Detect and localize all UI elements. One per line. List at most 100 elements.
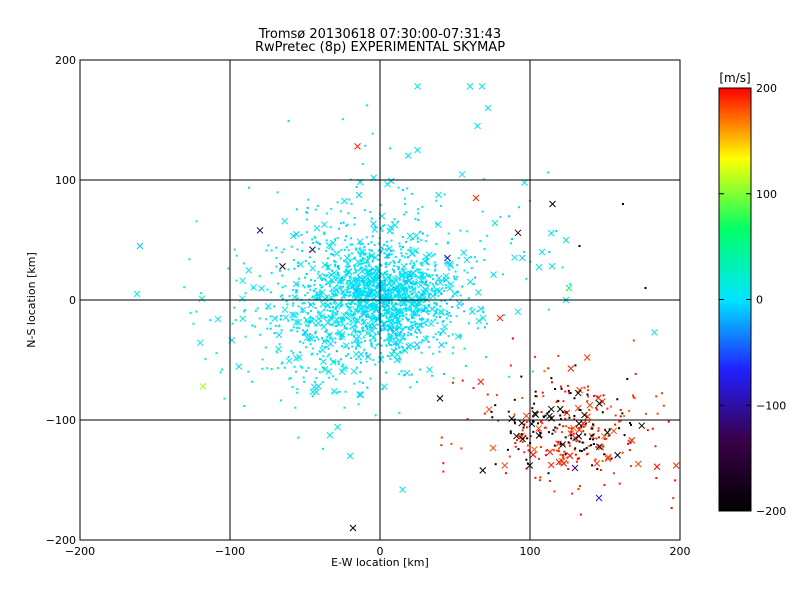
data-point	[425, 272, 428, 275]
data-point	[281, 294, 284, 297]
data-point	[387, 294, 390, 297]
data-point	[209, 319, 212, 322]
data-point	[427, 257, 430, 260]
data-point-cross	[291, 311, 298, 319]
data-point	[298, 277, 301, 280]
data-point	[495, 394, 498, 397]
data-point	[453, 277, 456, 280]
data-point	[366, 310, 369, 313]
data-point	[414, 270, 417, 273]
data-point	[412, 266, 415, 269]
data-point	[410, 285, 413, 288]
data-point	[419, 331, 422, 334]
data-point	[195, 220, 198, 223]
data-point	[416, 251, 419, 254]
data-point	[343, 327, 346, 330]
data-point	[345, 367, 348, 370]
data-point	[644, 287, 647, 289]
data-point	[356, 284, 359, 287]
data-point	[564, 453, 567, 456]
data-point	[375, 344, 378, 347]
data-point	[277, 282, 280, 285]
data-point	[372, 303, 375, 306]
data-point	[314, 236, 317, 239]
data-point	[404, 202, 407, 205]
data-point	[323, 233, 326, 236]
data-point	[374, 363, 377, 366]
data-point	[446, 242, 449, 245]
data-point	[557, 449, 560, 452]
data-point	[389, 279, 392, 282]
data-point	[445, 286, 448, 289]
data-point	[319, 284, 322, 287]
data-point-cross	[333, 316, 340, 324]
data-point	[366, 307, 369, 310]
data-point	[343, 270, 346, 273]
data-point	[405, 280, 408, 283]
data-point	[313, 339, 316, 342]
data-point	[403, 256, 406, 259]
data-point	[426, 234, 429, 237]
data-point-cross	[583, 354, 591, 361]
data-point	[386, 316, 389, 319]
data-point	[583, 386, 586, 389]
data-point	[343, 406, 346, 409]
data-point	[300, 233, 303, 236]
data-point	[435, 316, 438, 319]
data-point	[312, 347, 315, 350]
data-point	[320, 277, 323, 280]
data-point	[346, 322, 349, 325]
data-point	[287, 119, 290, 122]
data-point	[334, 289, 337, 292]
data-point	[370, 305, 373, 308]
data-point-cross	[454, 333, 462, 340]
data-point	[579, 513, 582, 516]
data-point-cross	[474, 122, 481, 130]
data-point	[359, 253, 362, 256]
data-point	[573, 414, 576, 417]
data-point	[382, 309, 385, 312]
data-point-cross	[519, 254, 526, 262]
data-point	[411, 321, 414, 324]
data-point-cross	[293, 230, 300, 238]
data-point	[388, 333, 391, 336]
data-point	[388, 253, 391, 256]
grid-lines	[80, 60, 680, 540]
data-point	[432, 277, 435, 280]
data-point	[573, 438, 576, 441]
data-point-cross	[423, 288, 430, 295]
data-point	[562, 425, 565, 428]
data-point	[329, 310, 332, 313]
data-point	[440, 291, 443, 294]
data-point	[434, 289, 437, 292]
data-point	[427, 340, 430, 343]
data-point	[592, 423, 595, 426]
data-point	[375, 306, 378, 309]
data-point	[377, 332, 380, 335]
data-point	[525, 426, 528, 429]
data-point-cross	[535, 263, 543, 271]
data-point	[426, 275, 429, 278]
data-point	[447, 335, 450, 338]
data-point	[387, 289, 390, 292]
data-point	[621, 412, 624, 415]
data-point	[383, 252, 386, 255]
data-point	[427, 305, 430, 308]
data-point-cross	[326, 431, 334, 439]
data-point	[389, 358, 392, 361]
data-point	[517, 448, 520, 451]
data-point	[521, 440, 524, 443]
data-point	[557, 447, 560, 450]
data-point	[544, 454, 547, 457]
data-point	[391, 268, 394, 271]
data-point	[438, 316, 441, 319]
data-point	[396, 265, 399, 268]
data-point	[570, 437, 573, 440]
data-point	[365, 261, 368, 264]
data-point	[389, 261, 392, 264]
data-point	[377, 310, 380, 313]
data-point	[325, 274, 328, 277]
data-point	[557, 400, 560, 403]
data-point	[364, 297, 367, 300]
data-point	[334, 260, 337, 263]
